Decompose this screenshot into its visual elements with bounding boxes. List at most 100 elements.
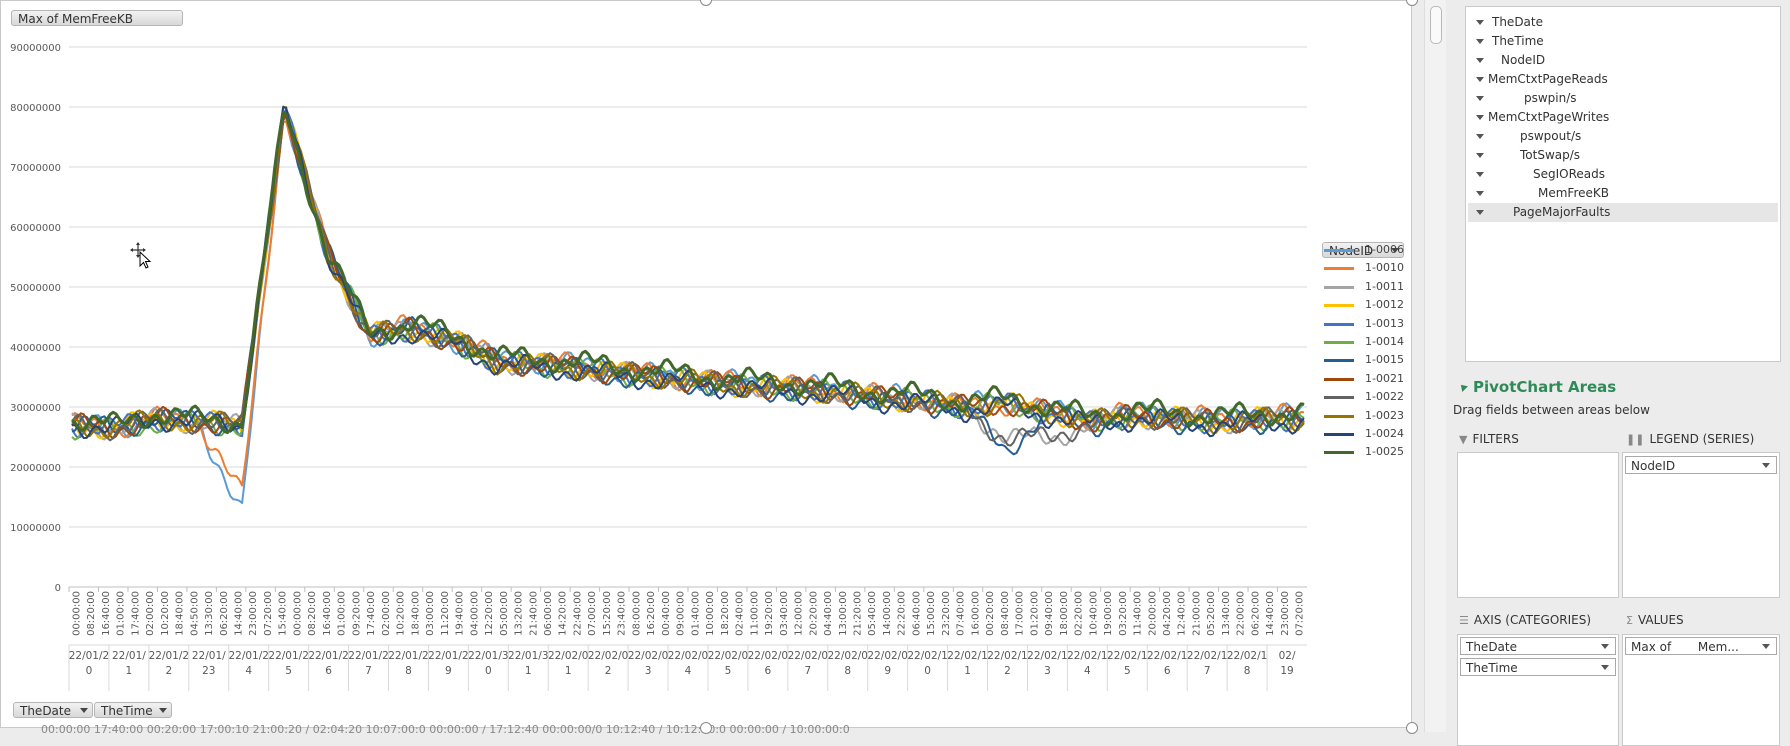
chevron-down-icon [1476, 134, 1484, 139]
x-tick-label: 21:40:00 [528, 591, 539, 636]
field-list-item[interactable]: PageMajorFaults [1468, 203, 1778, 222]
x-tick-label: 00:40:00 [661, 591, 672, 636]
pivot-chart[interactable]: Max of MemFreeKB 0 10000000 20000000 300000… [0, 0, 1412, 736]
legend-entry: 1-0010 [1321, 259, 1407, 277]
date-label-line2: 0 [485, 665, 492, 677]
legend-label: 1-0025 [1365, 445, 1404, 459]
legend-entry: 1-0021 [1321, 370, 1407, 388]
field-list-item[interactable]: NodeID [1468, 51, 1778, 70]
legend-entry: 1-0022 [1321, 388, 1407, 406]
field-list-item[interactable]: MemCtxtPageReads [1468, 70, 1778, 89]
chevron-down-icon [1476, 153, 1484, 158]
y-tick-label: 70000000 [10, 163, 61, 174]
x-tick-label: 09:40:00 [1044, 591, 1055, 636]
values-field-label: Max of MemFreeKB [18, 12, 133, 26]
x-tick-label: 09:20:00 [351, 591, 362, 636]
x-tick-label: 18:40:00 [175, 591, 186, 636]
values-drop-area[interactable]: Max of Mem... [1622, 634, 1780, 746]
x-tick-label: 21:20:00 [852, 591, 863, 636]
values-field-button[interactable]: Max of MemFreeKB [11, 10, 183, 26]
field-list-item[interactable]: TheDate [1468, 13, 1778, 32]
resize-handle-bottom[interactable] [700, 722, 712, 734]
vertical-scrollbar[interactable] [1424, 0, 1447, 732]
chevron-down-icon [1601, 665, 1609, 670]
areas-section-title[interactable]: PivotChart Areas [1458, 378, 1616, 396]
legend-swatch [1324, 304, 1354, 308]
field-list-label: NodeID [1501, 53, 1546, 67]
field-list-item[interactable]: MemCtxtPageWrites [1468, 108, 1778, 127]
values-field-chip[interactable]: Max of Mem... [1625, 637, 1777, 655]
resize-handle-bottom-right[interactable] [1406, 722, 1418, 734]
x-tick-label: 17:40:00 [130, 591, 141, 636]
date-label-line1: 22/01/3 [508, 650, 548, 662]
legend-series-header: ❚❚ LEGEND (SERIES) [1626, 432, 1755, 446]
y-tick-label: 20000000 [10, 463, 61, 474]
date-label-line1: 22/02/0 [867, 650, 907, 662]
x-tick-label: 23:00:00 [1280, 591, 1291, 636]
x-tick-label: 08:40:00 [1000, 591, 1011, 636]
field-list-item[interactable]: MemFreeKB [1468, 184, 1778, 203]
field-list-item[interactable]: pswpout/s [1468, 127, 1778, 146]
chevron-down-icon [80, 708, 88, 713]
date-label-line1: 22/02/1 [1147, 650, 1187, 662]
filters-drop-area[interactable] [1457, 452, 1619, 598]
date-label-line2: 9 [445, 665, 452, 677]
date-label-line1: 22/02/0 [708, 650, 748, 662]
axis-field-label: TheTime [101, 704, 153, 718]
y-tick-label: 60000000 [10, 223, 61, 234]
x-tick-label: 01:00:00 [116, 591, 127, 636]
legend-drop-area[interactable]: NodeID [1622, 452, 1780, 598]
axis-field-button-time[interactable]: TheTime [94, 702, 172, 718]
x-tick-label: 07:40:00 [956, 591, 967, 636]
x-tick-label: 06:40:00 [911, 591, 922, 636]
date-label-line2: 1 [565, 665, 572, 677]
legend-entry: 1-0006 [1321, 241, 1407, 259]
date-label-line2: 8 [1244, 665, 1251, 677]
legend-label: 1-0014 [1365, 334, 1404, 348]
date-label-line2: 4 [245, 665, 252, 677]
axis-field-button-date[interactable]: TheDate [13, 702, 93, 718]
axis-field-chip-date[interactable]: TheDate [1460, 637, 1616, 655]
legend-swatch [1324, 267, 1354, 271]
date-label-line1: 22/02/0 [548, 650, 588, 662]
line-chart-plot: 0 10000000 20000000 30000000 40000000 5000000… [10, 43, 1307, 691]
axis-field-label: TheDate [20, 704, 71, 718]
field-list-item[interactable]: pswpin/s [1468, 89, 1778, 108]
legend-entry: 1-0014 [1321, 333, 1407, 351]
series-line [71, 105, 1305, 439]
date-label-line1: 22/02/1 [907, 650, 947, 662]
field-list-item[interactable]: TotSwap/s [1468, 146, 1778, 165]
x-tick-label: 07:00:00 [587, 591, 598, 636]
date-label-line2: 0 [86, 665, 93, 677]
sigma-icon: Σ [1626, 614, 1633, 627]
field-list-item[interactable]: TheTime [1468, 32, 1778, 51]
legend-swatch [1324, 285, 1354, 289]
scrollbar-thumb[interactable] [1430, 6, 1442, 44]
x-tick-label: 01:20:00 [1029, 591, 1040, 636]
date-label-line2: 5 [725, 665, 732, 677]
chevron-down-icon [1476, 58, 1484, 63]
chevron-down-icon [1391, 248, 1399, 253]
legend-field-button[interactable]: NodeID [1322, 242, 1404, 258]
field-list-label: MemFreeKB [1538, 186, 1609, 200]
x-tick-label: 03:20:00 [1118, 591, 1129, 636]
x-tick-label: 03:00:00 [425, 591, 436, 636]
legend-field-chip[interactable]: NodeID [1625, 456, 1777, 474]
x-tick-label: 06:20:00 [219, 591, 230, 636]
date-label-line2: 1 [525, 665, 532, 677]
date-label-line1: 22/02/1 [1187, 650, 1227, 662]
x-tick-label: 20:00:00 [1147, 591, 1158, 636]
x-tick-label: 04:00:00 [469, 591, 480, 636]
legend-entry: 1-0011 [1321, 278, 1407, 296]
chevron-down-icon [1476, 210, 1484, 215]
date-label-line2: 3 [645, 665, 652, 677]
x-tick-label: 21:00:00 [1191, 591, 1202, 636]
x-tick-label: 15:00:00 [926, 591, 937, 636]
x-tick-label: 05:20:00 [1206, 591, 1217, 636]
chart-legend: 1-0006 1-0010 1-0011 1-0012 1-0013 1-0014 1-00… [1321, 241, 1407, 462]
axis-drop-area[interactable]: TheDate TheTime [1457, 634, 1619, 746]
x-tick-label: 15:20:00 [602, 591, 613, 636]
axis-field-chip-time[interactable]: TheTime [1460, 658, 1616, 676]
field-list-item[interactable]: SegIOReads [1468, 165, 1778, 184]
legend-swatch [1324, 377, 1354, 381]
